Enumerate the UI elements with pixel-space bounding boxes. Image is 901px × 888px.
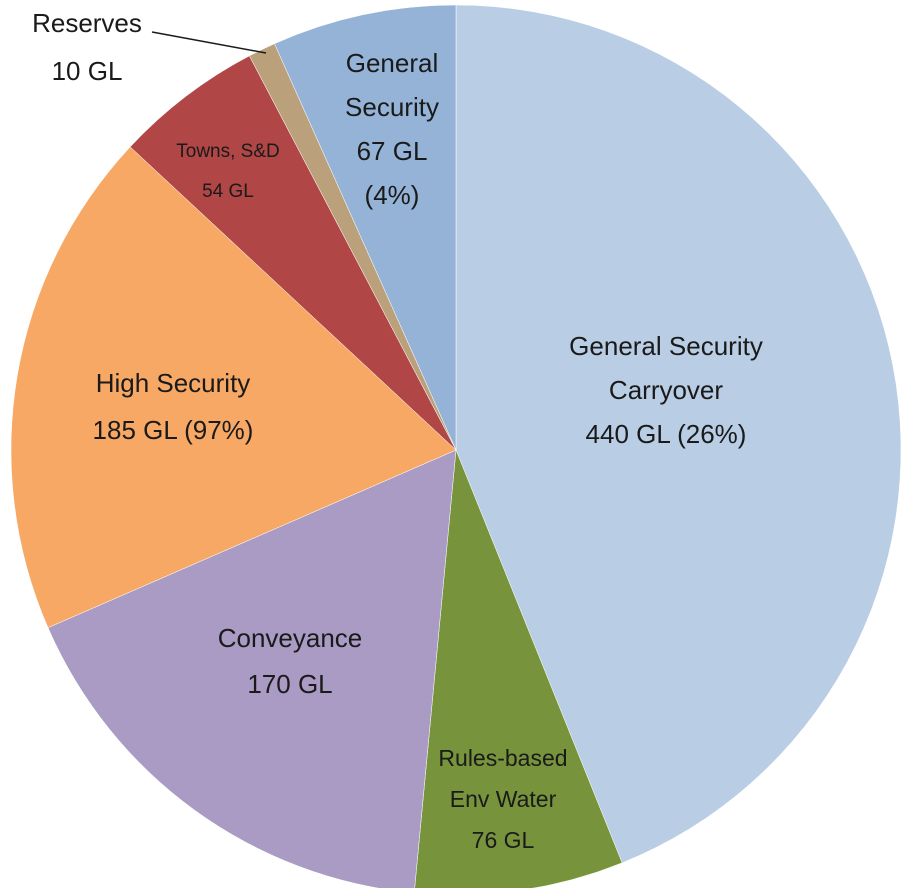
- category-label: Conveyance: [218, 623, 363, 653]
- category-label: Security: [345, 92, 439, 122]
- pie-slice: [10, 146, 457, 629]
- value-label: 170 GL: [247, 669, 332, 699]
- pie-slice: [129, 55, 457, 451]
- category-label: Towns, S&D: [176, 141, 279, 162]
- category-label: Carryover: [609, 375, 723, 405]
- pie-slice: [274, 4, 457, 451]
- pie-slice: [455, 4, 901, 864]
- value-label: 440 GL (26%): [586, 419, 747, 449]
- category-label: High Security: [96, 368, 251, 398]
- slices: [10, 4, 901, 888]
- category-label: General Security: [569, 331, 763, 361]
- category-label: Reserves: [32, 8, 142, 38]
- category-label: Env Water: [450, 786, 557, 812]
- value-label: 67 GL: [357, 136, 428, 166]
- pie-slice: [47, 449, 457, 888]
- value-label: (4%): [365, 180, 420, 210]
- leader-line: [151, 31, 267, 54]
- value-label: 185 GL (97%): [93, 415, 254, 445]
- labels: General Security Carryover 440 GL (26%) Rul…: [32, 8, 763, 853]
- category-label: General: [346, 48, 439, 78]
- value-label: 54 GL: [202, 181, 254, 202]
- category-label: Rules-based: [438, 745, 567, 771]
- value-label: 10 GL: [52, 56, 123, 86]
- value-label: 76 GL: [472, 827, 535, 853]
- pie-slice: [414, 449, 623, 888]
